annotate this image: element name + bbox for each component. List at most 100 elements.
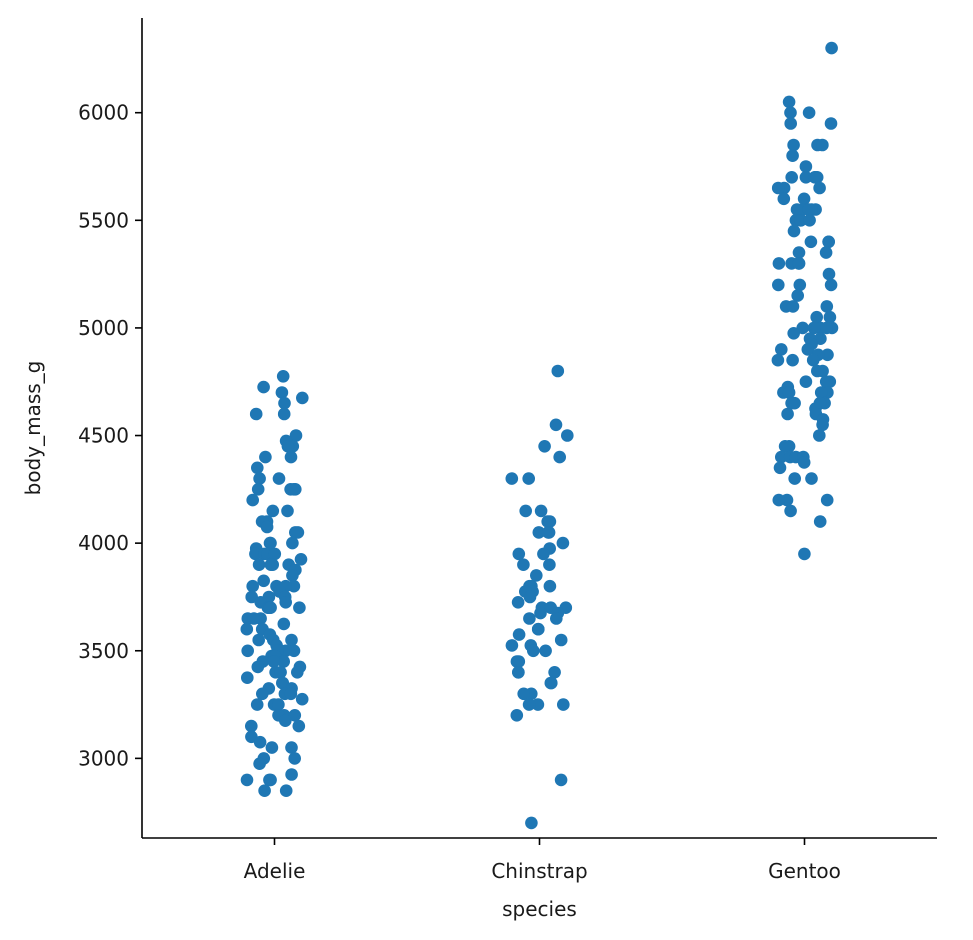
data-point	[771, 353, 785, 367]
data-point	[264, 536, 277, 550]
data-point	[537, 547, 550, 561]
data-point	[798, 547, 811, 561]
data-point	[267, 655, 281, 668]
data-point	[541, 526, 555, 539]
data-point	[510, 709, 524, 722]
data-point	[784, 106, 797, 119]
data-point	[787, 327, 800, 340]
data-point	[811, 364, 824, 378]
data-point	[246, 579, 259, 593]
data-point	[534, 504, 548, 518]
data-point	[548, 666, 561, 679]
data-point	[772, 257, 786, 270]
data-point	[294, 553, 308, 566]
data-point	[279, 596, 293, 609]
data-point	[786, 300, 800, 313]
data-point	[284, 687, 298, 701]
data-point	[251, 660, 265, 674]
data-point	[264, 601, 277, 614]
data-point	[295, 692, 309, 706]
data-point	[554, 633, 568, 647]
data-point	[819, 375, 833, 389]
data-point	[539, 644, 552, 658]
data-point	[799, 171, 813, 184]
y-tick-label: 4500	[78, 424, 129, 448]
x-axis-label: species	[502, 897, 577, 921]
data-point	[281, 440, 295, 453]
data-point	[553, 450, 566, 464]
data-point	[285, 768, 298, 781]
data-point	[257, 574, 271, 588]
data-point	[277, 407, 291, 421]
data-point	[786, 353, 799, 367]
data-point	[544, 676, 558, 690]
data-point	[821, 348, 834, 362]
data-point	[561, 429, 574, 442]
data-point	[522, 698, 536, 711]
data-point	[816, 138, 829, 152]
data-point	[247, 612, 261, 625]
data-point	[250, 698, 264, 711]
data-point	[819, 246, 833, 259]
data-point	[241, 671, 254, 684]
data-point	[246, 493, 259, 507]
data-point	[505, 472, 519, 485]
data-point	[289, 429, 303, 442]
data-point	[799, 160, 813, 173]
data-point	[813, 181, 826, 195]
data-point	[788, 396, 801, 410]
data-point	[802, 203, 816, 216]
data-point	[543, 558, 556, 571]
data-point	[804, 235, 818, 249]
data-point	[259, 450, 272, 464]
data-point	[252, 558, 266, 571]
data-point	[249, 407, 263, 421]
data-point	[291, 666, 304, 679]
data-point	[530, 569, 543, 582]
data-point	[810, 310, 823, 324]
data-point	[240, 773, 254, 787]
data-point	[797, 192, 811, 206]
data-point	[253, 757, 266, 770]
data-point	[549, 418, 563, 432]
data-point	[825, 41, 838, 55]
data-point	[771, 181, 785, 195]
y-tick-label: 6000	[78, 101, 129, 125]
data-point	[790, 203, 804, 216]
data-point	[777, 192, 791, 206]
data-point	[816, 418, 829, 432]
data-point	[288, 709, 302, 722]
data-point	[557, 698, 570, 711]
data-point	[264, 558, 278, 571]
data-point	[781, 407, 794, 421]
data-point	[260, 520, 274, 534]
data-point	[525, 816, 538, 830]
data-point	[820, 321, 833, 335]
data-point	[532, 526, 546, 539]
data-point	[803, 214, 816, 227]
data-point	[523, 590, 537, 604]
data-point	[272, 472, 286, 485]
data-point	[265, 741, 279, 754]
data-point	[784, 117, 797, 130]
data-point	[241, 644, 254, 658]
data-point	[551, 364, 565, 378]
data-point	[799, 375, 813, 389]
data-point	[787, 138, 800, 152]
data-point	[289, 526, 302, 539]
x-tick-label: Adelie	[244, 859, 306, 883]
data-point	[517, 687, 530, 701]
data-point	[286, 536, 299, 550]
y-ticks: 3000 3500 4000 4500 5000 5500 6000	[78, 101, 142, 770]
data-point	[543, 579, 557, 593]
y-tick-label: 3000	[78, 746, 129, 770]
data-point	[511, 596, 525, 609]
data-point	[250, 461, 264, 475]
data-point	[268, 547, 282, 561]
data-point	[277, 655, 291, 668]
data-point	[543, 515, 557, 528]
data-point	[824, 278, 838, 292]
data-point	[556, 536, 570, 550]
data-point	[801, 343, 815, 356]
